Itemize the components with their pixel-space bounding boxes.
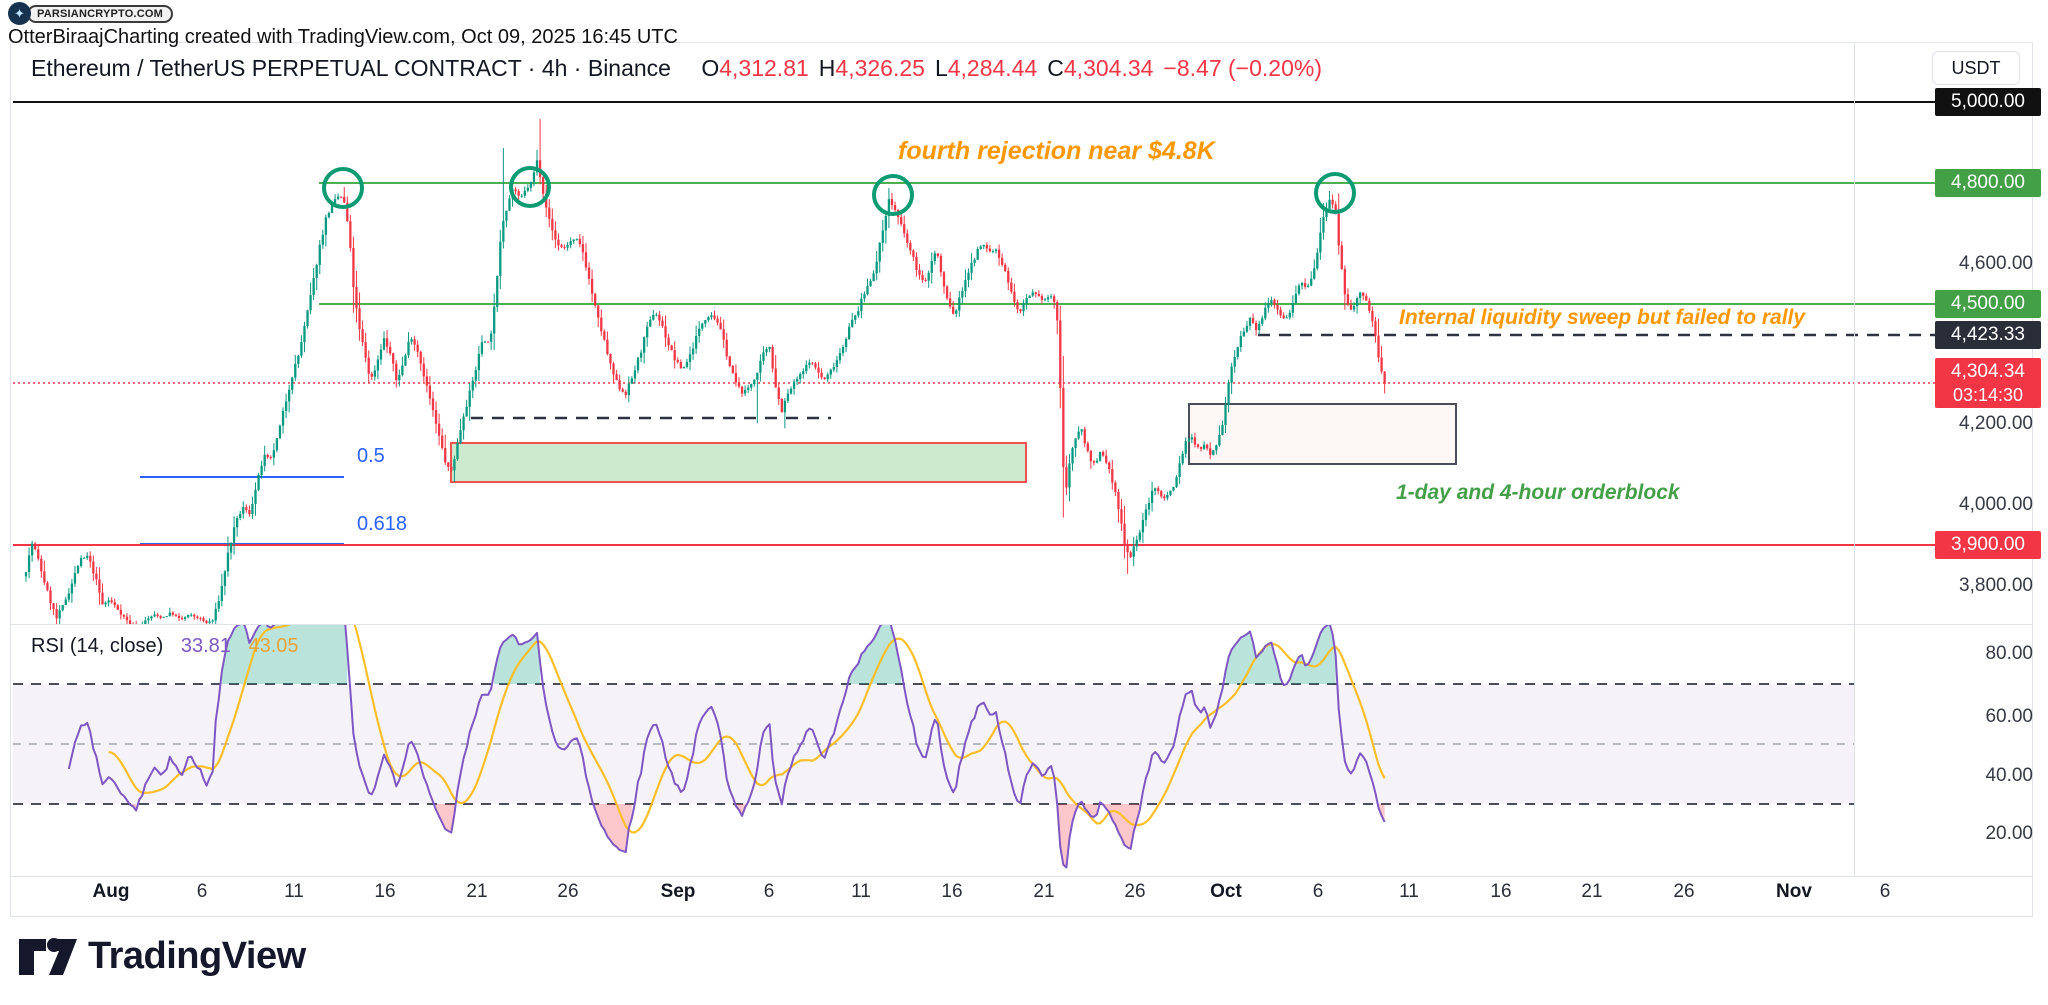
- chart-widget: Ethereum / TetherUS PERPETUAL CONTRACT ·…: [10, 42, 2041, 917]
- ohlc-value: 4,326.25: [835, 55, 925, 81]
- time-axis-label[interactable]: 26: [557, 881, 579, 902]
- price-axis-label[interactable]: 80.00: [1985, 643, 2033, 664]
- currency-toggle-button[interactable]: USDT: [1932, 51, 2020, 85]
- price-axis-label[interactable]: 40.00: [1985, 765, 2033, 786]
- attribution-text: OtterBiraajCharting created with Trading…: [8, 26, 678, 48]
- chart-annotation-text[interactable]: Internal liquidity sweep but failed to r…: [1399, 306, 1806, 329]
- oct-orderblock[interactable]: [1188, 403, 1457, 465]
- time-axis-label[interactable]: Aug: [92, 881, 130, 902]
- rsi-legend: RSI (14, close) 33.81 43.05: [31, 635, 299, 658]
- price-level-label[interactable]: 4,304.34 03:14:30: [1935, 358, 2041, 408]
- footer-brand[interactable]: TradingView: [18, 935, 306, 978]
- price-axis-label[interactable]: 20.00: [1985, 823, 2033, 844]
- price-scale-divider[interactable]: [1854, 43, 1855, 876]
- time-axis-label[interactable]: 16: [374, 881, 396, 902]
- time-axis-label[interactable]: Sep: [660, 881, 696, 902]
- time-axis-label[interactable]: 16: [941, 881, 963, 902]
- time-axis-label[interactable]: 6: [1879, 881, 1891, 902]
- chart-annotation-text[interactable]: 1-day and 4-hour orderblock: [1396, 481, 1680, 504]
- rsi-ma-value: 43.05: [248, 635, 299, 657]
- time-axis-label[interactable]: Oct: [1210, 881, 1242, 902]
- time-axis-label[interactable]: 6: [196, 881, 208, 902]
- tradingview-logo-icon: [19, 937, 77, 975]
- chart-annotation-text[interactable]: 0.618: [357, 513, 408, 535]
- ohlc-value: 4,312.81: [719, 55, 809, 81]
- ohlc-key: C: [1047, 55, 1064, 81]
- time-axis-label[interactable]: 26: [1124, 881, 1146, 902]
- time-axis-label[interactable]: 16: [1490, 881, 1512, 902]
- price-axis-label[interactable]: 60.00: [1985, 706, 2033, 727]
- chart-canvas[interactable]: [11, 43, 2032, 916]
- symbol-title[interactable]: Ethereum / TetherUS PERPETUAL CONTRACT ·…: [31, 55, 671, 81]
- price-level-label[interactable]: 3,900.00: [1935, 531, 2041, 559]
- time-axis-divider: [11, 876, 2032, 877]
- rsi-legend-title: RSI (14, close): [31, 635, 164, 657]
- time-axis-label[interactable]: 11: [851, 881, 871, 902]
- ohlc-key: H: [818, 55, 836, 81]
- price-axis-label[interactable]: 3,800.00: [1959, 575, 2033, 596]
- candle-countdown: 03:14:30: [1952, 385, 2024, 405]
- rsi-value: 33.81: [180, 635, 231, 657]
- price-axis-label[interactable]: 4,000.00: [1959, 494, 2033, 515]
- time-scale[interactable]: Aug 6 11 16 21 26 Sep 6 11 16 21 26 Oct 6 11 16 21 26 Nov 6: [11, 881, 2032, 911]
- ohlc-values: O4,312.81 H4,326.25 L4,284.44 C4,304.34 −8.4…: [691, 55, 1322, 81]
- time-axis-label[interactable]: 21: [1033, 881, 1055, 902]
- time-axis-label[interactable]: Nov: [1776, 881, 1812, 902]
- time-axis-label[interactable]: 6: [1312, 881, 1324, 902]
- price-level-label[interactable]: 5,000.00: [1935, 88, 2041, 116]
- rsi-layer[interactable]: [13, 598, 1854, 869]
- ohlc-key: O: [701, 55, 720, 81]
- time-axis-label[interactable]: 26: [1673, 881, 1695, 902]
- rejection-circle[interactable]: [872, 174, 914, 216]
- time-axis-label[interactable]: 11: [284, 881, 304, 902]
- chart-annotation-text[interactable]: fourth rejection near $4.8K: [898, 137, 1215, 165]
- time-axis-label[interactable]: 11: [1399, 881, 1419, 902]
- time-axis-label[interactable]: 21: [466, 881, 488, 902]
- chart-annotation-text[interactable]: 0.5: [357, 445, 385, 467]
- ohlc-value: 4,284.44: [947, 55, 1038, 81]
- price-level-label[interactable]: 4,423.33: [1935, 321, 2041, 349]
- tradingview-wordmark: TradingView: [88, 935, 306, 977]
- ohlc-value: 4,304.34: [1063, 55, 1154, 81]
- symbol-header: Ethereum / TetherUS PERPETUAL CONTRACT ·…: [31, 55, 1322, 82]
- attribution-bar: ✦ PARSIANCRYPTO.COM OtterBiraajCharting …: [8, 2, 678, 49]
- parsiancrypto-badge-label: PARSIANCRYPTO.COM: [27, 4, 174, 23]
- green-orderblock[interactable]: [450, 442, 1027, 483]
- parsiancrypto-logo-icon: ✦: [8, 2, 31, 25]
- time-axis-label[interactable]: 6: [763, 881, 775, 902]
- parsiancrypto-badge[interactable]: ✦ PARSIANCRYPTO.COM: [8, 2, 678, 25]
- candles-layer[interactable]: [24, 118, 1386, 632]
- rejection-circle[interactable]: [1314, 172, 1356, 214]
- ohlc-key: L: [934, 55, 948, 81]
- price-level-label[interactable]: 4,500.00: [1935, 290, 2041, 318]
- rejection-circle[interactable]: [322, 167, 364, 209]
- time-axis-label[interactable]: 21: [1581, 881, 1603, 902]
- price-axis-label[interactable]: 4,200.00: [1959, 413, 2033, 434]
- pane-divider[interactable]: [11, 624, 2032, 625]
- rejection-circle[interactable]: [509, 166, 551, 208]
- change-value: −8.47 (−0.20%): [1163, 55, 1322, 81]
- price-level-label[interactable]: 4,800.00: [1935, 169, 2041, 197]
- price-axis-label[interactable]: 4,600.00: [1959, 253, 2033, 274]
